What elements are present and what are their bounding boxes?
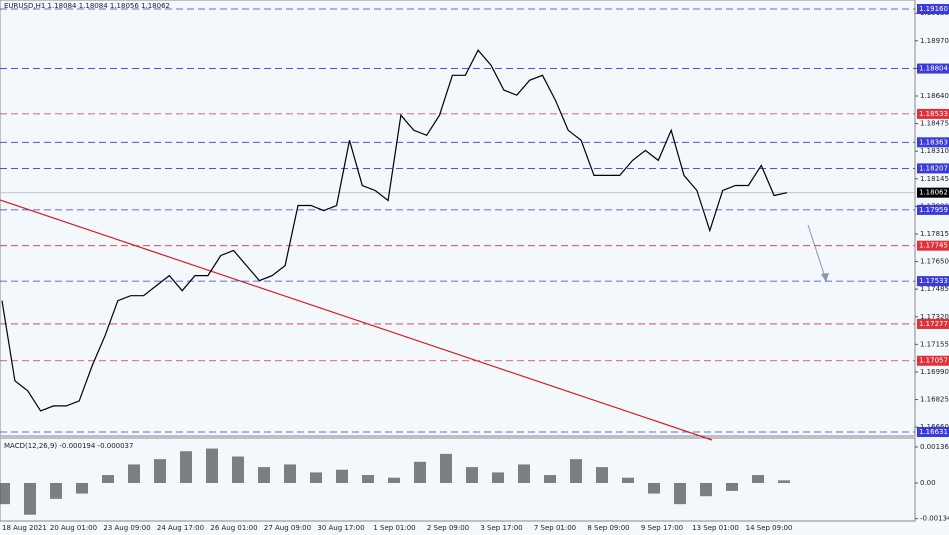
level-label: 1.17959 <box>919 206 948 214</box>
level-label-box <box>917 63 949 74</box>
macd-bar <box>310 472 322 483</box>
level-label-box <box>917 426 949 437</box>
x-tick-label: 23 Aug 09:00 <box>103 524 150 532</box>
y-tick-label: 1.18640 <box>920 92 949 100</box>
y-tick-label: 1.16990 <box>920 368 949 376</box>
arrow-head <box>821 273 829 282</box>
level-label-box <box>917 163 949 174</box>
level-label: 1.18062 <box>919 189 948 197</box>
macd-bar <box>414 461 426 483</box>
macd-bar <box>336 469 348 483</box>
macd-bar <box>180 451 192 483</box>
level-label-box <box>917 4 949 15</box>
x-tick-label: 26 Aug 01:00 <box>210 524 257 532</box>
macd-bar <box>128 464 140 483</box>
y-tick-label: 1.17650 <box>920 258 949 266</box>
macd-bar <box>674 482 686 505</box>
x-tick-label: 2 Sep 09:00 <box>427 524 469 532</box>
macd-bar <box>466 467 478 483</box>
y-tick-label: 1.17485 <box>920 285 949 293</box>
macd-bar <box>726 482 738 491</box>
level-label: 1.16631 <box>919 428 948 436</box>
level-label: 1.17277 <box>919 320 948 328</box>
macd-bar <box>544 475 556 483</box>
macd-bar <box>76 482 88 494</box>
x-tick-label: 1 Sep 01:00 <box>373 524 415 532</box>
trend-line <box>0 199 713 441</box>
macd-bar <box>154 459 166 483</box>
arrow <box>807 224 827 281</box>
macd-bar <box>700 482 712 497</box>
macd-bar <box>258 467 270 483</box>
level-label-box <box>917 108 949 119</box>
level-label: 1.17533 <box>919 277 948 285</box>
macd-bar <box>102 475 114 483</box>
level-label-box <box>917 204 949 215</box>
y-tick-label: 1.18970 <box>920 37 949 45</box>
level-label-box <box>917 276 949 287</box>
x-tick-label: 9 Sep 17:00 <box>641 524 683 532</box>
x-tick-label: 13 Sep 01:00 <box>692 524 739 532</box>
macd-bar <box>518 464 530 483</box>
x-tick-label: 20 Aug 01:00 <box>50 524 97 532</box>
macd-bar <box>284 464 296 483</box>
level-label-box <box>917 187 949 198</box>
macd-bar <box>50 482 62 499</box>
x-tick-label: 30 Aug 17:00 <box>317 524 364 532</box>
main-frame <box>0 0 916 437</box>
macd-frame <box>0 437 916 522</box>
level-label: 1.18207 <box>919 164 948 172</box>
level-label-box <box>917 137 949 148</box>
x-tick-label: 18 Aug 2021 <box>2 524 47 532</box>
y-tick-label: 0.00 <box>920 479 936 487</box>
y-tick-label: 0.001361 <box>920 443 949 451</box>
level-label: 1.19160 <box>919 5 948 13</box>
price-line <box>1 49 788 412</box>
macd-bar <box>206 448 218 483</box>
level-label: 1.18533 <box>919 110 948 118</box>
macd-bar <box>388 477 400 483</box>
level-label-box <box>917 355 949 366</box>
y-tick-label: 1.18475 <box>920 120 949 128</box>
macd-bar <box>570 459 582 483</box>
macd-title: MACD(12,26,9) -0.000194 -0.000037 <box>4 442 133 450</box>
macd-bar <box>0 482 10 505</box>
macd-bar <box>24 482 36 515</box>
x-tick-label: 7 Sep 01:00 <box>534 524 576 532</box>
macd-bar <box>232 456 244 483</box>
y-tick-label: 1.18310 <box>920 147 949 155</box>
macd-bar <box>596 467 608 483</box>
macd-bar <box>440 453 452 483</box>
x-tick-label: 24 Aug 17:00 <box>157 524 204 532</box>
macd-bar <box>492 472 504 483</box>
macd-bar <box>778 480 790 483</box>
level-label: 1.17745 <box>919 242 948 250</box>
x-tick-label: 27 Aug 09:00 <box>264 524 311 532</box>
y-tick-label: -0.001349 <box>920 515 949 523</box>
macd-bar <box>752 475 764 483</box>
level-label-box <box>917 240 949 251</box>
y-tick-label: 1.17815 <box>920 230 949 238</box>
x-tick-label: 3 Sep 17:00 <box>480 524 522 532</box>
level-label: 1.17057 <box>919 357 948 365</box>
y-tick-label: 1.16825 <box>920 396 949 404</box>
x-tick-label: 14 Sep 09:00 <box>746 524 793 532</box>
chart-title: EURUSD,H1 1.18084 1.18084 1.18056 1.1806… <box>4 2 170 10</box>
y-tick-label: 1.17155 <box>920 340 949 348</box>
level-label: 1.18363 <box>919 138 948 146</box>
macd-bar <box>648 482 660 494</box>
y-tick-label: 1.17320 <box>920 313 949 321</box>
macd-bar <box>622 477 634 483</box>
level-label: 1.18804 <box>919 65 948 73</box>
y-tick-label: 1.18145 <box>920 175 949 183</box>
macd-bar <box>362 475 374 483</box>
level-label-box <box>917 318 949 329</box>
x-tick-label: 8 Sep 09:00 <box>587 524 629 532</box>
